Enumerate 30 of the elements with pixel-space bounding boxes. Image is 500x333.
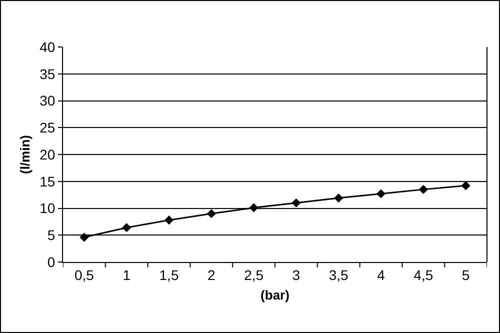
y-tick-label: 20 [40, 146, 56, 162]
x-tick-label: 2 [208, 266, 216, 283]
y-tick-label: 35 [40, 66, 56, 82]
x-tick-label: 2,5 [244, 266, 264, 283]
y-axis-title: (l/min) [18, 135, 33, 174]
x-tick-label: 3 [292, 266, 300, 283]
x-tick-label: 5 [462, 266, 470, 283]
point [418, 184, 428, 194]
point [334, 193, 344, 203]
y-tick-label: 5 [47, 227, 56, 244]
point [164, 216, 174, 225]
x-tick-label: 1 [122, 266, 131, 283]
point [80, 232, 89, 242]
x-tick-label: 0,5 [74, 266, 94, 283]
x-tick-label: 3,5 [328, 266, 349, 283]
y-tick-label: 0 [47, 254, 56, 270]
x-tick-label: 1,5 [159, 266, 179, 283]
point [292, 198, 301, 208]
point [376, 189, 386, 198]
y-tick-label: 30 [40, 92, 56, 109]
y-tick-label: 25 [40, 120, 56, 136]
y-tick-label: 10 [40, 200, 56, 216]
point [461, 181, 470, 190]
y-tick-label: 40 [40, 38, 56, 55]
x-tick-label: 4 [377, 266, 386, 283]
point [206, 209, 216, 218]
x-tick-label: 4,5 [414, 266, 434, 283]
point [122, 223, 132, 232]
x-axis-title: (bar) [260, 287, 290, 302]
y-tick-label: 15 [40, 173, 56, 190]
